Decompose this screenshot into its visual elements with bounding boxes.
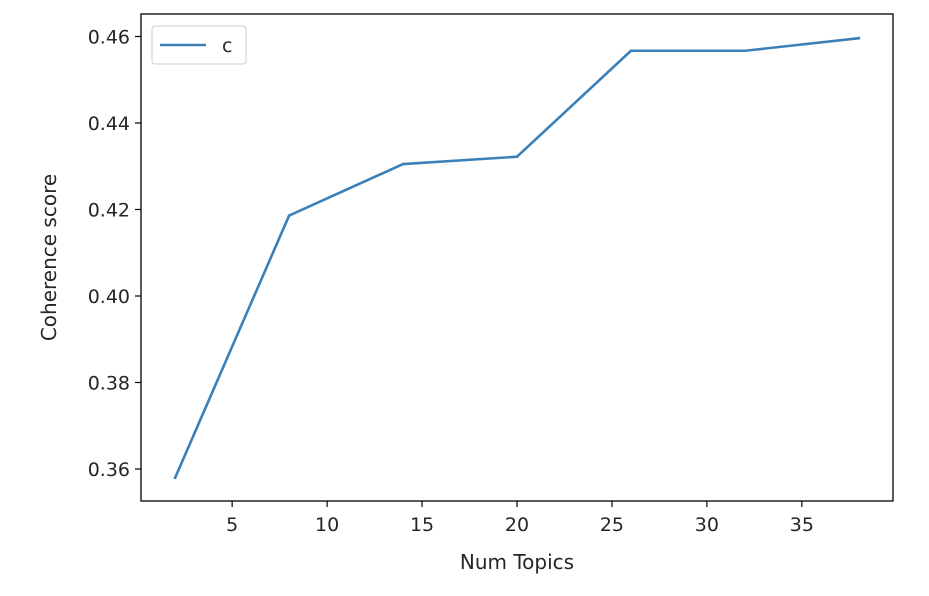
x-tick-label: 35: [790, 514, 814, 536]
x-tick-label: 15: [410, 514, 434, 536]
x-tick-label: 10: [315, 514, 339, 536]
y-tick-label: 0.46: [88, 26, 130, 48]
data-point: [629, 49, 633, 53]
x-axis-label: Num Topics: [460, 550, 574, 574]
data-point: [743, 49, 747, 53]
data-point: [287, 214, 291, 217]
y-axis-label: Coherence score: [37, 174, 61, 341]
x-tick-label: 25: [600, 514, 624, 536]
y-tick-label: 0.42: [88, 199, 130, 221]
data-point: [857, 36, 861, 40]
y-tick-label: 0.36: [88, 459, 130, 481]
data-point: [173, 476, 177, 479]
y-tick-label: 0.44: [88, 113, 130, 135]
x-tick-label: 5: [226, 514, 238, 536]
data-point: [515, 155, 519, 159]
x-tick-label: 30: [695, 514, 719, 536]
x-tick-label: 20: [505, 514, 529, 536]
y-tick-label: 0.38: [88, 372, 130, 394]
plot-area: 5 10 15 20 25 30 35 0.36 0.38 0.40 0.42 0.44 0.46: [88, 13, 894, 536]
legend-label: c: [222, 35, 232, 57]
y-tick-label: 0.40: [88, 286, 130, 308]
legend: c: [151, 25, 247, 65]
data-point: [401, 162, 405, 166]
